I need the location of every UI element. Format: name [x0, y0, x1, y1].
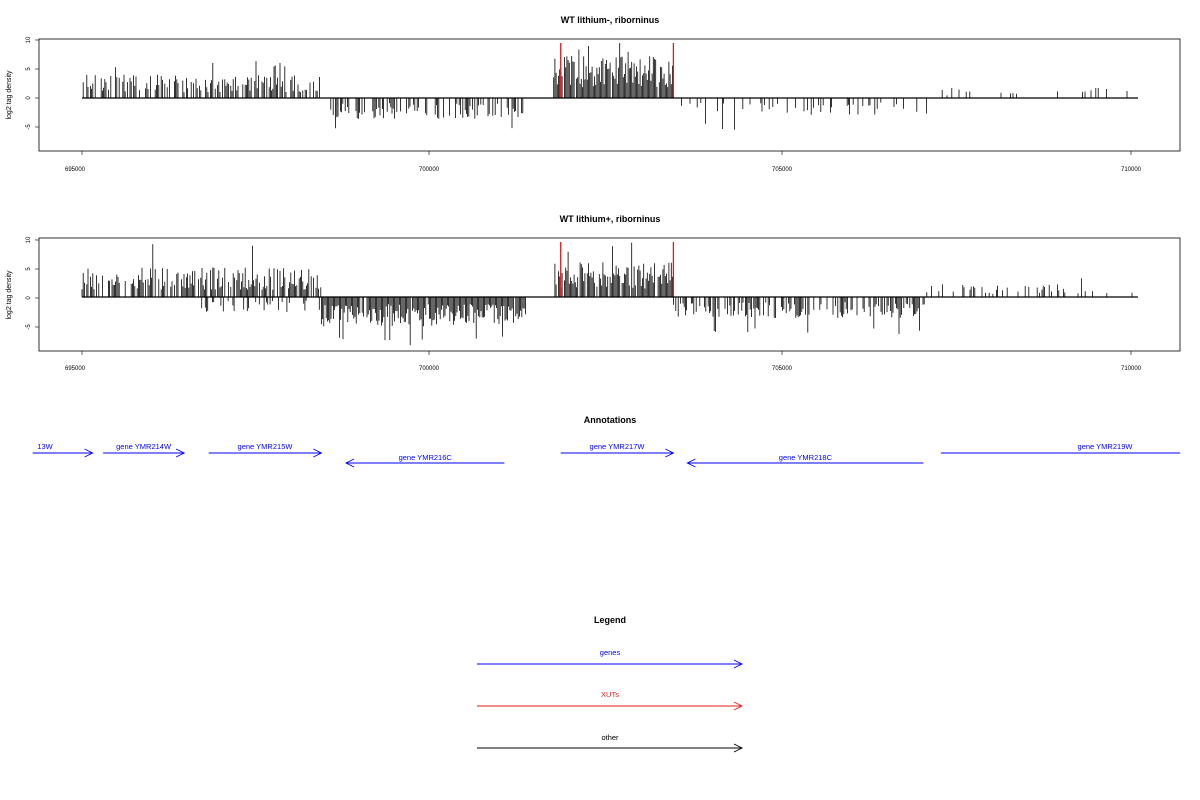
gene-label: 13W [37, 442, 53, 451]
annotations-track: Annotations 13W gene YMR214W gene YMR215W g… [32, 415, 1181, 468]
panel-2-x-axis: 695000 700000 705000 710000 [65, 351, 1142, 372]
gene-arrowhead [84, 448, 94, 458]
panel-1-highlights [560, 43, 675, 98]
legend-arrowhead-xuts [733, 701, 744, 711]
gene-arrowhead [686, 458, 696, 468]
legend-item-xuts: XUTs [477, 690, 744, 711]
panel-2-xtick-label: 695000 [65, 366, 86, 372]
gene-label: gene YMR214W [116, 442, 172, 451]
panel-1-frame [38, 38, 1181, 152]
panel-2-xtick-label: 705000 [772, 366, 793, 372]
gene-label: gene YMR216C [399, 453, 453, 462]
panel-1-xtick-label: 700000 [419, 167, 440, 173]
panel-1-ytick-label: 5 [26, 67, 32, 71]
annotations-title: Annotations [584, 415, 637, 425]
panel-2-y-axis: 10 5 0 -5 [26, 236, 39, 330]
panel-1-ylabel: log2 tag density [6, 70, 13, 120]
gene-label: gene YMR218C [779, 453, 833, 462]
panel-2-ytick-label: 10 [26, 236, 32, 243]
panel-1-xtick-label: 710000 [1121, 167, 1142, 173]
legend: Legend genes XUTs other [477, 615, 744, 753]
legend-item-genes: genes [477, 648, 744, 669]
gene-arrowhead [344, 458, 355, 468]
legend-label-xuts: XUTs [601, 690, 619, 699]
gene-label: gene YMR219W [1078, 442, 1134, 451]
panel-2-highlights [560, 242, 675, 297]
panel-1-ytick-label: -5 [26, 124, 32, 130]
panel-2-frame [38, 237, 1181, 352]
panel-2-xtick-label: 700000 [419, 366, 440, 372]
track-panel-1: WT lithium-, riborninus log2 tag density… [6, 15, 1181, 173]
gene-annotations: 13W gene YMR214W gene YMR215W gene YMR216C g… [32, 442, 1181, 468]
gene-arrowhead [665, 448, 675, 458]
legend-arrowhead-genes [733, 659, 744, 669]
panel-2-ytick-label: -5 [26, 324, 32, 330]
panel-1-ytick-label: 10 [26, 36, 32, 43]
panel-2-ylabel: log2 tag density [6, 270, 13, 320]
legend-item-other: other [477, 733, 744, 753]
panel-1-title: WT lithium-, riborninus [561, 15, 660, 25]
track-panel-2: WT lithium+, riborninus log2 tag density… [6, 214, 1181, 372]
panel-2-ytick-label: 5 [26, 267, 32, 271]
panel-1-ytick-label: 0 [26, 96, 32, 100]
gene-label: gene YMR217W [590, 442, 646, 451]
panel-1-x-axis: 695000 700000 705000 710000 [65, 151, 1142, 173]
legend-label-genes: genes [600, 648, 621, 657]
panel-1-y-axis: 10 5 0 -5 [26, 36, 39, 130]
panel-1-xtick-label: 705000 [772, 167, 793, 173]
legend-label-other: other [601, 733, 619, 742]
gene-arrowhead [175, 448, 186, 458]
panel-2-ytick-label: 0 [26, 296, 32, 300]
gene-arrowhead [313, 448, 323, 458]
panel-2-title: WT lithium+, riborninus [560, 214, 661, 224]
gene-label: gene YMR215W [238, 442, 294, 451]
panel-2-bars [81, 242, 1133, 346]
legend-title: Legend [594, 615, 626, 625]
panel-2-xtick-label: 710000 [1121, 366, 1142, 372]
panel-1-bars [82, 43, 1128, 130]
panel-1-xtick-label: 695000 [65, 167, 86, 173]
legend-arrowhead-other [733, 743, 744, 753]
